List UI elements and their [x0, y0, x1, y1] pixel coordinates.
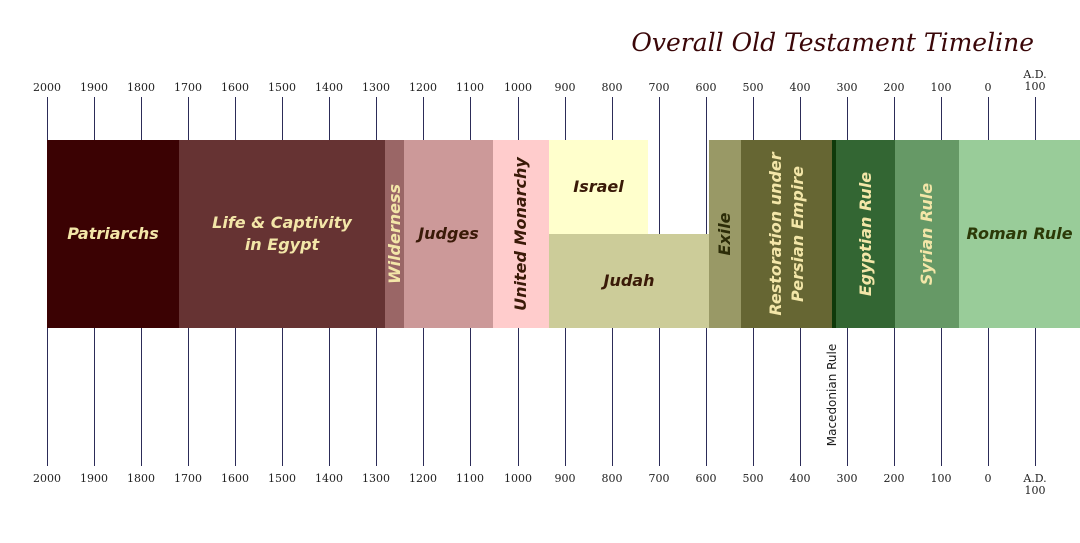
period-label: Judges	[418, 224, 479, 243]
tick-label: 300	[836, 472, 858, 485]
tick-label: 1800	[127, 81, 155, 94]
tick-label: 1200	[409, 81, 437, 94]
tick-label: 1500	[268, 81, 296, 94]
tick-label: 900	[554, 81, 576, 94]
tick-label: 100	[930, 472, 952, 485]
tick-label: 1900	[80, 472, 108, 485]
tick-label: 400	[789, 472, 811, 485]
tick-label: 400	[789, 81, 811, 94]
tick-label: A.D. 100	[1023, 472, 1047, 497]
period-label: Roman Rule	[966, 224, 1073, 243]
period-label: Wilderness	[385, 183, 404, 285]
tick-label: 700	[648, 472, 670, 485]
tick-label: 600	[695, 81, 717, 94]
tick-label: 1400	[315, 81, 343, 94]
tick-label: 1000	[504, 81, 532, 94]
period-label: Life & Captivity in Egypt	[212, 213, 352, 254]
tick-label: 200	[883, 81, 905, 94]
tick-label: 2000	[33, 472, 61, 485]
period-label: Syrian Rule	[917, 182, 936, 286]
period-label: Judah	[603, 271, 655, 290]
period-wilderness: Wilderness	[385, 140, 404, 328]
period-label: Patriarchs	[67, 224, 159, 243]
period-macedonian	[832, 140, 836, 328]
tick-label: 1100	[456, 472, 484, 485]
tick-label: 900	[554, 472, 576, 485]
tick-label: 500	[742, 81, 764, 94]
tick-label: 1800	[127, 472, 155, 485]
period-label: Exile	[715, 212, 734, 256]
tick-label: 1100	[456, 81, 484, 94]
tick-label: 1600	[221, 81, 249, 94]
period-persian: Restoration under Persian Empire	[741, 140, 832, 328]
page-title: Overall Old Testament Timeline	[631, 28, 1034, 57]
tick-label: 100	[930, 81, 952, 94]
tick-label: 700	[648, 81, 670, 94]
tick-label: 1600	[221, 472, 249, 485]
period-patriarchs: Patriarchs	[47, 140, 179, 328]
tick-label: 800	[601, 472, 623, 485]
tick-label: 0	[984, 81, 992, 94]
period-egypt: Life & Captivity in Egypt	[179, 140, 385, 328]
tick-label: 1700	[174, 472, 202, 485]
period-label: Egyptian Rule	[855, 171, 875, 297]
period-judges: Judges	[404, 140, 493, 328]
period-egyptian: Egyptian Rule	[836, 140, 895, 328]
period-united-monarchy: United Monarchy	[493, 140, 549, 328]
tick-label: 500	[742, 472, 764, 485]
tick-label: 1700	[174, 81, 202, 94]
period-label: Restoration under Persian Empire	[765, 152, 807, 316]
tick-label: 0	[984, 472, 992, 485]
tick-label: 2000	[33, 81, 61, 94]
tick-label: 200	[883, 472, 905, 485]
tick-label: 1000	[504, 472, 532, 485]
tick-label: 1200	[409, 472, 437, 485]
tick-label: 300	[836, 81, 858, 94]
period-exile: Exile	[709, 140, 741, 328]
tick-label: 1300	[362, 81, 390, 94]
period-label: Israel	[573, 177, 624, 196]
period-roman: Roman Rule	[959, 140, 1080, 328]
period-judah: Judah	[549, 234, 709, 328]
tick-label: 1300	[362, 472, 390, 485]
period-israel: Israel	[549, 140, 648, 234]
tick-label: 600	[695, 472, 717, 485]
macedonian-rule-label: Macedonian Rule	[825, 343, 839, 447]
period-label: United Monarchy	[511, 157, 530, 311]
tick-label: 1500	[268, 472, 296, 485]
tick-label: 1400	[315, 472, 343, 485]
tick-label: A.D. 100	[1023, 68, 1047, 93]
tick-label: 800	[601, 81, 623, 94]
period-syrian: Syrian Rule	[895, 140, 959, 328]
tick-label: 1900	[80, 81, 108, 94]
